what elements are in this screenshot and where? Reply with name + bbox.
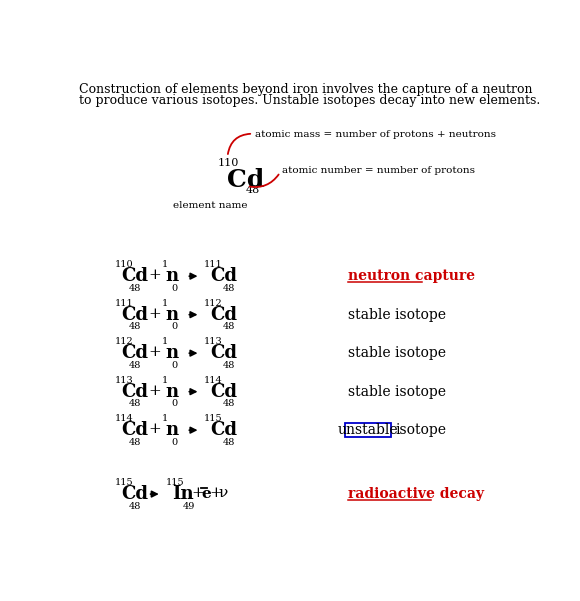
Text: to produce various isotopes. Unstable isotopes decay into new elements.: to produce various isotopes. Unstable is… <box>79 94 540 108</box>
Text: 48: 48 <box>129 438 142 447</box>
Text: Construction of elements beyond iron involves the capture of a neutron: Construction of elements beyond iron inv… <box>79 83 532 96</box>
Text: atomic mass = number of protons + neutrons: atomic mass = number of protons + neutro… <box>255 130 496 139</box>
Text: 1: 1 <box>162 337 168 346</box>
Text: 115: 115 <box>204 414 223 423</box>
Text: +: + <box>148 307 161 321</box>
Text: e: e <box>201 487 211 501</box>
Text: 0: 0 <box>172 361 178 370</box>
Text: 0: 0 <box>172 322 178 331</box>
Text: 0: 0 <box>172 438 178 447</box>
Text: Cd: Cd <box>121 306 148 324</box>
Text: Cd: Cd <box>211 383 237 401</box>
Text: 49: 49 <box>183 502 195 511</box>
Text: 111: 111 <box>115 299 134 308</box>
Text: 1: 1 <box>162 260 168 269</box>
Text: +: + <box>191 486 204 500</box>
Text: 48: 48 <box>223 284 235 293</box>
Text: 110: 110 <box>115 260 134 269</box>
Text: Cd: Cd <box>211 421 237 439</box>
Text: 48: 48 <box>129 322 142 331</box>
Text: 1: 1 <box>162 299 168 308</box>
Text: Cd: Cd <box>211 267 237 285</box>
Text: n: n <box>165 383 179 401</box>
Text: Cd: Cd <box>227 168 264 192</box>
Text: 112: 112 <box>115 337 134 346</box>
Text: 114: 114 <box>204 376 223 385</box>
Text: 115: 115 <box>115 478 134 487</box>
Text: n: n <box>165 421 179 439</box>
Text: 115: 115 <box>165 478 184 487</box>
Text: Cd: Cd <box>121 344 148 362</box>
Text: Cd: Cd <box>121 383 148 401</box>
Text: 110: 110 <box>218 158 239 168</box>
Text: +: + <box>148 346 161 359</box>
Text: n: n <box>165 344 179 362</box>
Text: +: + <box>209 486 222 500</box>
Text: unstable: unstable <box>338 423 398 437</box>
Text: 48: 48 <box>129 284 142 293</box>
Text: +: + <box>148 269 161 282</box>
Text: atomic number = number of protons: atomic number = number of protons <box>282 166 475 175</box>
Text: 48: 48 <box>223 322 235 331</box>
Text: 48: 48 <box>245 185 260 195</box>
Text: 48: 48 <box>129 502 142 511</box>
Text: 112: 112 <box>204 299 223 308</box>
Text: 48: 48 <box>129 361 142 370</box>
Text: Cd: Cd <box>211 344 237 362</box>
Text: 113: 113 <box>204 337 223 346</box>
Text: 111: 111 <box>204 260 223 269</box>
Text: stable isotope: stable isotope <box>347 385 445 398</box>
Text: stable isotope: stable isotope <box>347 346 445 360</box>
Text: Cd: Cd <box>211 306 237 324</box>
Text: +: + <box>148 423 161 436</box>
Text: stable isotope: stable isotope <box>347 308 445 322</box>
Text: Cd: Cd <box>121 485 148 503</box>
Text: 48: 48 <box>129 400 142 408</box>
Text: element name: element name <box>173 201 248 210</box>
Text: 0: 0 <box>172 284 178 293</box>
Text: 0: 0 <box>172 400 178 408</box>
Text: n: n <box>165 306 179 324</box>
Text: 1: 1 <box>162 414 168 423</box>
Text: n: n <box>165 267 179 285</box>
Text: 113: 113 <box>115 376 134 385</box>
Text: radioactive decay: radioactive decay <box>347 487 484 501</box>
Text: 114: 114 <box>115 414 134 423</box>
Text: 48: 48 <box>223 400 235 408</box>
Text: Cd: Cd <box>121 421 148 439</box>
Text: neutron capture: neutron capture <box>347 269 474 283</box>
Text: +: + <box>148 384 161 398</box>
Text: Cd: Cd <box>121 267 148 285</box>
Text: In: In <box>172 485 193 503</box>
Text: isotope: isotope <box>396 423 447 437</box>
Text: ν: ν <box>218 486 227 500</box>
Text: 1: 1 <box>162 376 168 385</box>
Text: 48: 48 <box>223 438 235 447</box>
Text: 48: 48 <box>223 361 235 370</box>
